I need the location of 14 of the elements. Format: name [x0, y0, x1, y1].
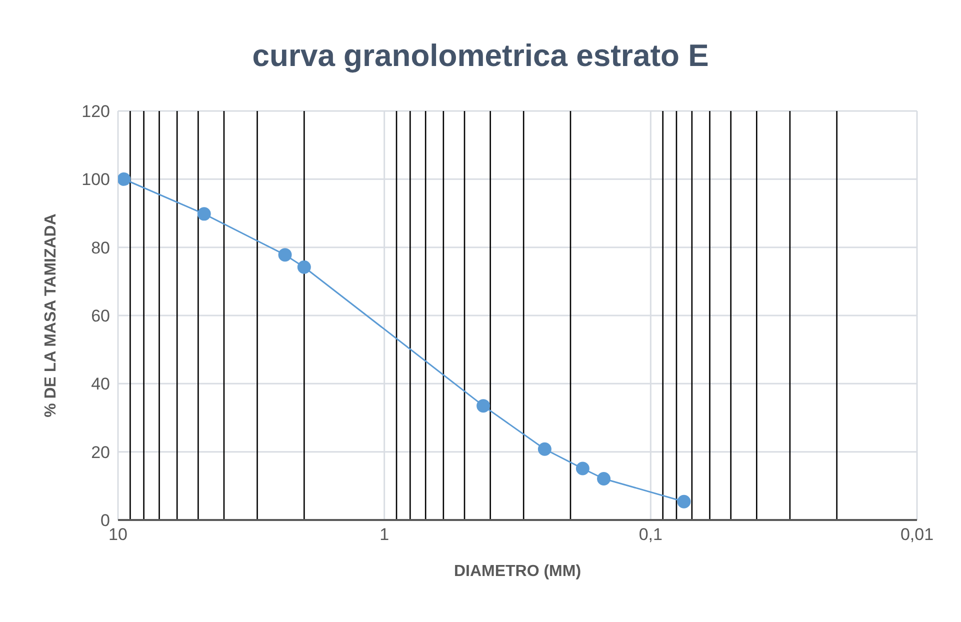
y-tick-label: 80 — [91, 238, 110, 258]
x-tick-label: 1 — [380, 525, 390, 544]
chart-title: curva granolometrica estrato E — [251, 38, 710, 74]
x-axis-title: DIAMETRO (MM) — [454, 563, 582, 580]
y-tick-label: 40 — [91, 374, 110, 394]
y-tick-label: 20 — [91, 442, 110, 462]
y-axis-title: % DE LA MASA TAMIZADA — [42, 213, 60, 418]
y-tick-label: 60 — [91, 306, 110, 326]
x-tick-label: 0,1 — [638, 525, 662, 544]
y-tick-label: 100 — [82, 170, 110, 190]
x-tick-label: 0,01 — [900, 525, 934, 544]
y-tick-label: 120 — [82, 102, 110, 122]
x-tick-label: 10 — [108, 525, 128, 544]
y-tick-label: 0 — [100, 511, 110, 530]
